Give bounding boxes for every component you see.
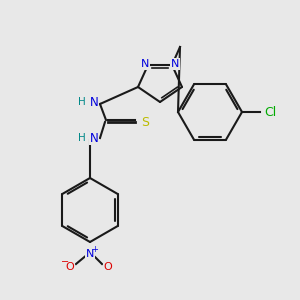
Text: N: N <box>141 59 149 69</box>
Text: S: S <box>141 116 149 128</box>
Text: +: + <box>92 245 98 254</box>
Text: N: N <box>86 249 94 259</box>
Text: O: O <box>66 262 74 272</box>
Text: H: H <box>78 97 86 107</box>
Text: O: O <box>103 262 112 272</box>
Text: H: H <box>78 133 86 143</box>
Text: N: N <box>90 131 98 145</box>
Text: N: N <box>171 59 179 69</box>
Text: N: N <box>90 95 98 109</box>
Text: Cl: Cl <box>264 106 276 118</box>
Text: −: − <box>61 257 69 267</box>
